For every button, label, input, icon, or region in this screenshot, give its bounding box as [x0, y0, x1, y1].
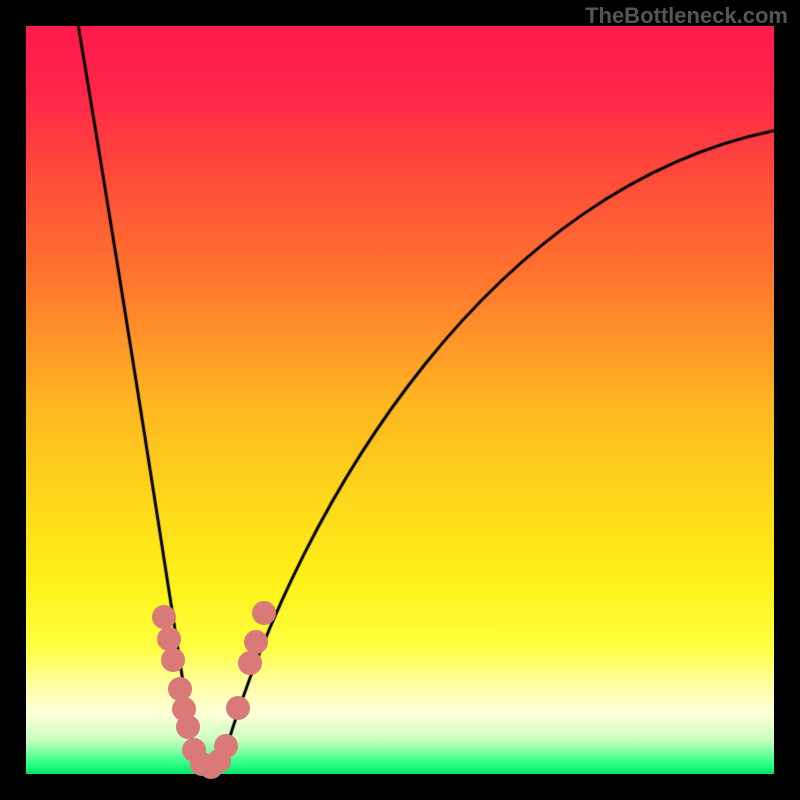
data-marker [244, 630, 268, 654]
data-marker [152, 605, 176, 629]
data-marker [161, 648, 185, 672]
data-marker [157, 627, 181, 651]
curve-canvas [0, 0, 800, 800]
data-marker [238, 651, 262, 675]
watermark-text: TheBottleneck.com [585, 3, 788, 29]
data-marker [226, 696, 250, 720]
data-marker [176, 715, 200, 739]
data-marker [252, 601, 276, 625]
chart-stage: TheBottleneck.com [0, 0, 800, 800]
data-marker [214, 734, 238, 758]
